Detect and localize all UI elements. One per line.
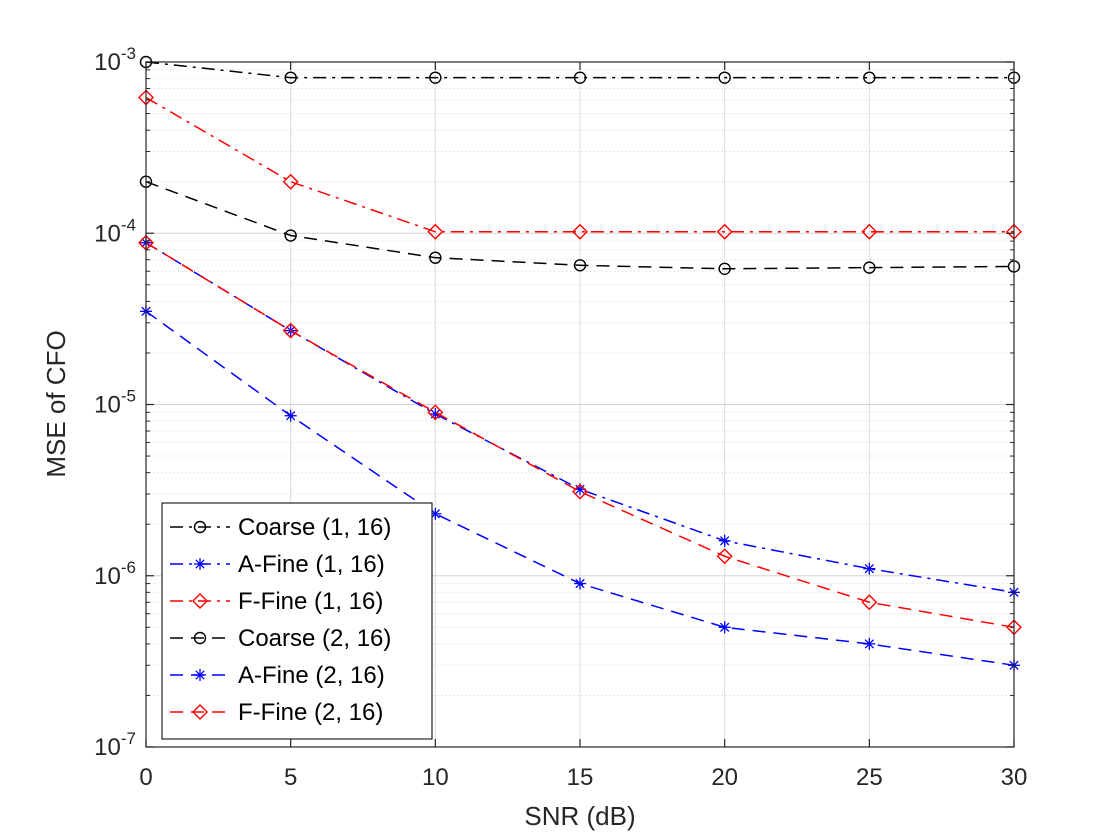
legend-label: A-Fine (2, 16) <box>238 662 385 689</box>
x-tick-label: 20 <box>711 764 738 791</box>
data-point <box>863 261 876 274</box>
legend-entry: A-Fine (2, 16) <box>170 662 385 689</box>
y-axis-label: MSE of CFO <box>41 330 71 477</box>
series-line <box>145 61 1014 79</box>
series-line <box>145 180 1015 270</box>
data-point <box>429 71 442 84</box>
legend-label: F-Fine (1, 16) <box>238 588 383 615</box>
data-point <box>572 483 588 500</box>
data-point <box>718 621 731 634</box>
data-point <box>718 71 731 84</box>
y-tick-label: 10-7 <box>94 729 136 761</box>
data-point <box>572 223 588 240</box>
legend-label: Coarse (1, 16) <box>238 514 391 541</box>
x-tick-label: 10 <box>422 764 449 791</box>
y-tick-label: 10-5 <box>94 387 136 419</box>
legend-entry: Coarse (1, 16) <box>170 514 391 541</box>
legend-entry: F-Fine (2, 16) <box>170 699 383 726</box>
data-point <box>282 322 299 339</box>
y-tick-label: 10-4 <box>94 215 136 247</box>
data-point <box>718 262 731 276</box>
data-point <box>574 577 586 590</box>
legend-entry: F-Fine (1, 16) <box>170 588 383 615</box>
legend-label: A-Fine (1, 16) <box>238 551 385 578</box>
data-point <box>718 534 731 547</box>
data-point <box>863 562 876 575</box>
x-tick-label: 5 <box>284 764 297 791</box>
legend-marker <box>192 704 208 720</box>
data-point <box>863 637 876 650</box>
data-point <box>863 71 876 84</box>
legend-marker <box>193 631 207 645</box>
data-point <box>284 71 297 84</box>
series-line <box>145 242 1015 629</box>
data-point <box>716 223 733 240</box>
data-series <box>138 55 1022 672</box>
y-tick-label: 10-6 <box>94 558 136 590</box>
data-point <box>573 259 587 272</box>
x-tick-label: 0 <box>139 764 152 791</box>
data-point <box>429 251 442 264</box>
legend-entry: Coarse (2, 16) <box>170 625 391 652</box>
x-tick-label: 25 <box>856 764 883 791</box>
legend-entry: A-Fine (1, 16) <box>170 551 385 578</box>
legend-marker <box>194 669 206 681</box>
legend-marker <box>193 520 207 534</box>
legend-marker <box>194 558 206 570</box>
data-point <box>427 404 444 421</box>
data-point <box>861 594 878 611</box>
data-point <box>573 71 587 84</box>
legend: Coarse (1, 16) A-Fine (1, 16) F-Fine (1, 1… <box>161 502 433 740</box>
x-tick-label: 30 <box>1001 764 1028 791</box>
data-point <box>284 409 297 422</box>
x-tick-label: 15 <box>567 764 594 791</box>
data-point <box>282 173 299 190</box>
data-point <box>427 223 444 240</box>
legend-label: F-Fine (2, 16) <box>238 699 383 726</box>
legend-marker <box>192 593 208 609</box>
axes: 0 5 10 15 20 25 30 10-7 10-6 10-5 10-4 10-3 <box>94 44 1027 791</box>
y-tick-label: 10-3 <box>94 44 136 76</box>
data-point <box>284 229 297 242</box>
legend-label: Coarse (2, 16) <box>238 625 391 652</box>
data-point <box>861 223 878 240</box>
legend-box <box>161 502 433 740</box>
data-point <box>716 548 733 565</box>
x-axis-label: SNR (dB) <box>524 801 635 831</box>
